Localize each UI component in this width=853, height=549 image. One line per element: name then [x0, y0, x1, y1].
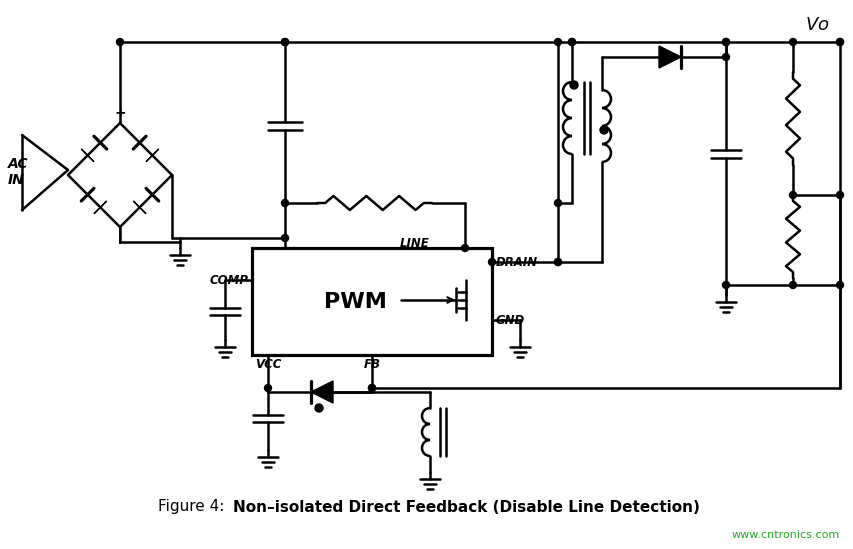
Polygon shape [310, 381, 333, 403]
Circle shape [116, 38, 124, 46]
Circle shape [554, 199, 560, 206]
Text: VCC: VCC [254, 358, 281, 371]
Circle shape [368, 384, 375, 391]
Text: FB: FB [363, 358, 380, 371]
Circle shape [461, 244, 468, 251]
Text: $\it{Vo}$: $\it{Vo}$ [804, 16, 828, 34]
Text: GND: GND [496, 313, 525, 327]
Text: LINE: LINE [400, 237, 430, 250]
Circle shape [554, 259, 560, 266]
Circle shape [836, 38, 843, 46]
Polygon shape [94, 201, 107, 214]
Circle shape [722, 38, 728, 46]
Text: Figure 4:: Figure 4: [158, 500, 234, 514]
Polygon shape [146, 149, 159, 162]
Circle shape [788, 38, 796, 46]
Text: DRAIN: DRAIN [496, 255, 537, 268]
Text: |: | [117, 226, 123, 244]
Text: PWM: PWM [323, 292, 386, 312]
Polygon shape [659, 46, 680, 68]
Text: +: + [114, 106, 125, 120]
Text: COMP: COMP [210, 273, 249, 287]
Circle shape [788, 192, 796, 199]
Circle shape [488, 259, 495, 266]
Circle shape [836, 38, 843, 46]
Circle shape [315, 404, 322, 412]
Circle shape [368, 384, 375, 391]
Circle shape [722, 282, 728, 289]
Circle shape [281, 234, 288, 242]
Polygon shape [133, 201, 146, 214]
Circle shape [568, 38, 575, 46]
Circle shape [836, 282, 843, 289]
Circle shape [264, 384, 271, 391]
Circle shape [722, 38, 728, 46]
Circle shape [722, 53, 728, 60]
Circle shape [281, 38, 288, 46]
Circle shape [554, 38, 560, 46]
Text: www.cntronics.com: www.cntronics.com [731, 530, 839, 540]
Circle shape [569, 81, 577, 89]
Circle shape [600, 126, 607, 134]
Circle shape [568, 38, 575, 46]
Circle shape [836, 192, 843, 199]
FancyBboxPatch shape [252, 248, 491, 355]
Circle shape [281, 38, 288, 46]
Circle shape [281, 199, 288, 206]
Text: AC
IN: AC IN [8, 157, 28, 187]
Circle shape [788, 282, 796, 289]
Circle shape [554, 259, 560, 266]
Polygon shape [81, 149, 94, 162]
Text: Non–isolated Direct Feedback (Disable Line Detection): Non–isolated Direct Feedback (Disable Li… [233, 500, 699, 514]
